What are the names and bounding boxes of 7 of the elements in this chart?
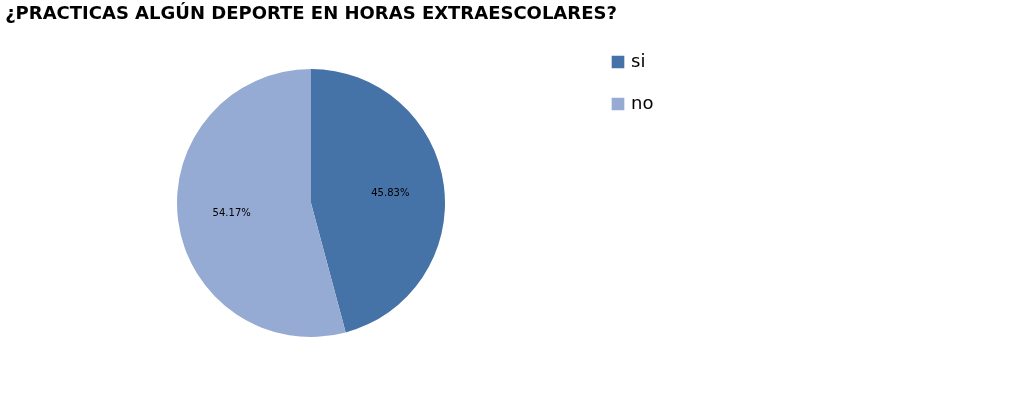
legend-label: no (631, 92, 654, 113)
chart-title: ¿PRACTICAS ALGÚN DEPORTE EN HORAS EXTRAESCOLARES? (5, 2, 617, 23)
pie-slice (177, 69, 346, 337)
data-label: 54.17% (212, 207, 251, 219)
legend-label: si (631, 50, 646, 71)
pie-slice (311, 69, 445, 333)
data-label: 45.83% (371, 186, 410, 198)
